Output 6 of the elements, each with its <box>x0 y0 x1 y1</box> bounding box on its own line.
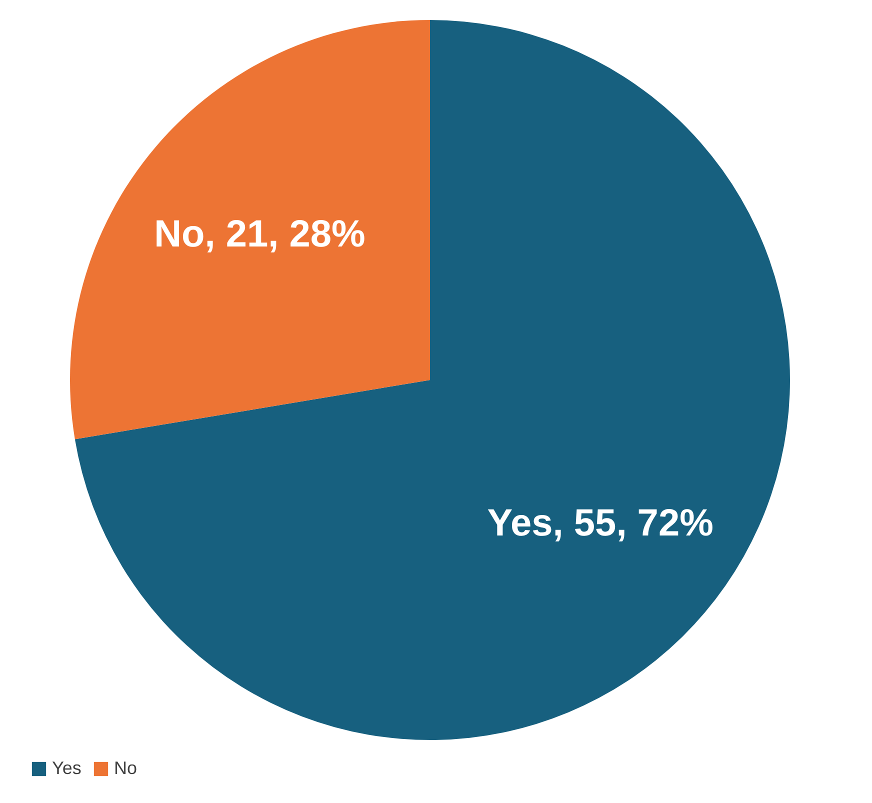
pie-slice <box>74 20 790 740</box>
data-label: No, 21, 28% <box>154 214 366 256</box>
pie-slice <box>70 20 430 440</box>
legend-label: No <box>114 758 138 778</box>
data-label: Yes, 55, 72% <box>487 502 714 544</box>
legend-label: Yes <box>52 758 82 778</box>
